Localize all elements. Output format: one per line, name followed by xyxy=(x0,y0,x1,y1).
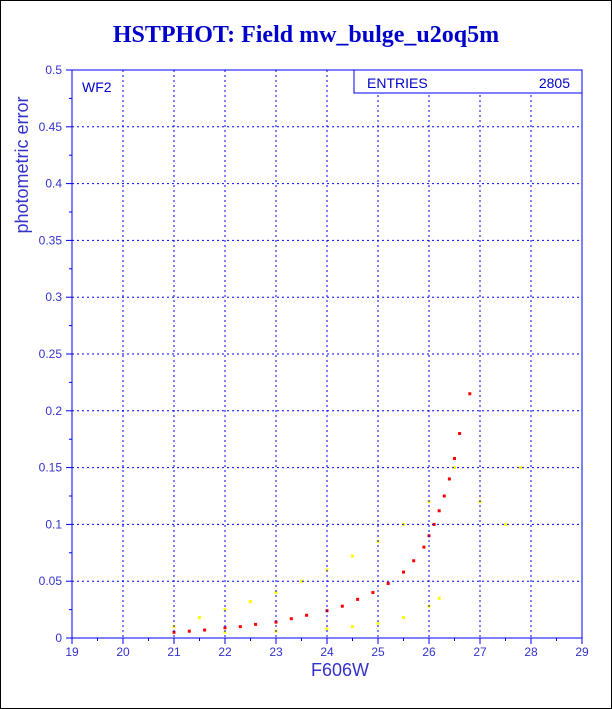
data-point xyxy=(453,457,456,461)
data-point xyxy=(274,620,278,624)
data-point xyxy=(376,621,380,625)
y-tick-label: 0.5 xyxy=(45,63,62,77)
data-point xyxy=(305,613,309,617)
data-point xyxy=(447,477,451,481)
stats-box: ENTRIES 2805 xyxy=(353,69,583,94)
data-point xyxy=(386,581,390,585)
y-tick-labels: 0 0.05 0.1 0.15 0.2 0.25 0.3 0.35 0.4 0.45 0.5 xyxy=(39,63,63,645)
x-tick-label: 27 xyxy=(473,645,487,659)
x-tick-label: 21 xyxy=(167,645,181,659)
data-point xyxy=(340,604,344,608)
x-axis-label: F606W xyxy=(311,660,369,680)
data-point xyxy=(422,545,426,549)
data-point xyxy=(172,630,176,634)
y-tick-label: 0.1 xyxy=(45,517,62,531)
data-point xyxy=(356,597,360,601)
data-point xyxy=(274,591,278,595)
x-tick-label: 29 xyxy=(575,645,589,659)
chart-title: HSTPHOT: Field mw_bulge_u2oq5m xyxy=(112,22,500,48)
data-point xyxy=(187,629,191,633)
data-point xyxy=(432,522,436,526)
y-tick-label: 0.15 xyxy=(39,461,63,475)
data-point xyxy=(325,568,329,572)
data-point xyxy=(351,625,354,629)
x-tick-label: 26 xyxy=(422,645,436,659)
data-point xyxy=(504,522,507,526)
stats-label: ENTRIES xyxy=(367,75,428,91)
data-point xyxy=(325,627,329,631)
data-point xyxy=(249,600,252,604)
y-axis-label: photometric error xyxy=(12,96,32,233)
data-point xyxy=(412,559,416,563)
data-point xyxy=(289,617,293,621)
x-tick-label: 24 xyxy=(320,645,334,659)
y-tick-label: 0.3 xyxy=(45,290,62,304)
x-tick-label: 23 xyxy=(269,645,283,659)
y-tick-label: 0.35 xyxy=(39,233,63,247)
x-tick-labels: 19 20 21 22 23 24 25 26 27 28 29 xyxy=(65,645,589,659)
x-tick-label: 19 xyxy=(65,645,79,659)
data-point xyxy=(300,579,303,583)
data-point xyxy=(442,494,446,498)
data-point xyxy=(254,622,258,626)
axis-ticks xyxy=(66,69,583,644)
data-point xyxy=(198,616,201,620)
x-tick-label: 25 xyxy=(371,645,385,659)
data-point xyxy=(519,466,523,470)
y-tick-label: 0.4 xyxy=(45,177,62,191)
y-tick-label: 0 xyxy=(55,631,62,645)
panel-annotation: WF2 xyxy=(82,79,112,95)
data-point xyxy=(223,630,227,634)
data-point xyxy=(351,554,354,558)
y-tick-label: 0.05 xyxy=(39,574,63,588)
stats-value: 2805 xyxy=(539,75,570,91)
y-tick-label: 0.25 xyxy=(39,347,63,361)
data-point xyxy=(223,626,227,630)
data-point xyxy=(468,392,472,396)
data-point xyxy=(458,432,462,436)
data-point xyxy=(402,570,405,574)
data-point xyxy=(437,596,441,600)
x-tick-label: 20 xyxy=(116,645,130,659)
scatter-points xyxy=(172,392,523,634)
data-point xyxy=(402,616,405,620)
data-point xyxy=(437,509,441,513)
y-tick-label: 0.2 xyxy=(45,404,62,418)
x-tick-label: 28 xyxy=(524,645,538,659)
data-point xyxy=(453,466,456,470)
data-point xyxy=(223,608,227,612)
data-point xyxy=(238,625,242,629)
data-point xyxy=(371,591,375,595)
y-tick-label: 0.45 xyxy=(39,120,63,134)
data-point xyxy=(203,628,207,632)
grid-lines xyxy=(72,70,582,638)
x-tick-label: 22 xyxy=(218,645,232,659)
